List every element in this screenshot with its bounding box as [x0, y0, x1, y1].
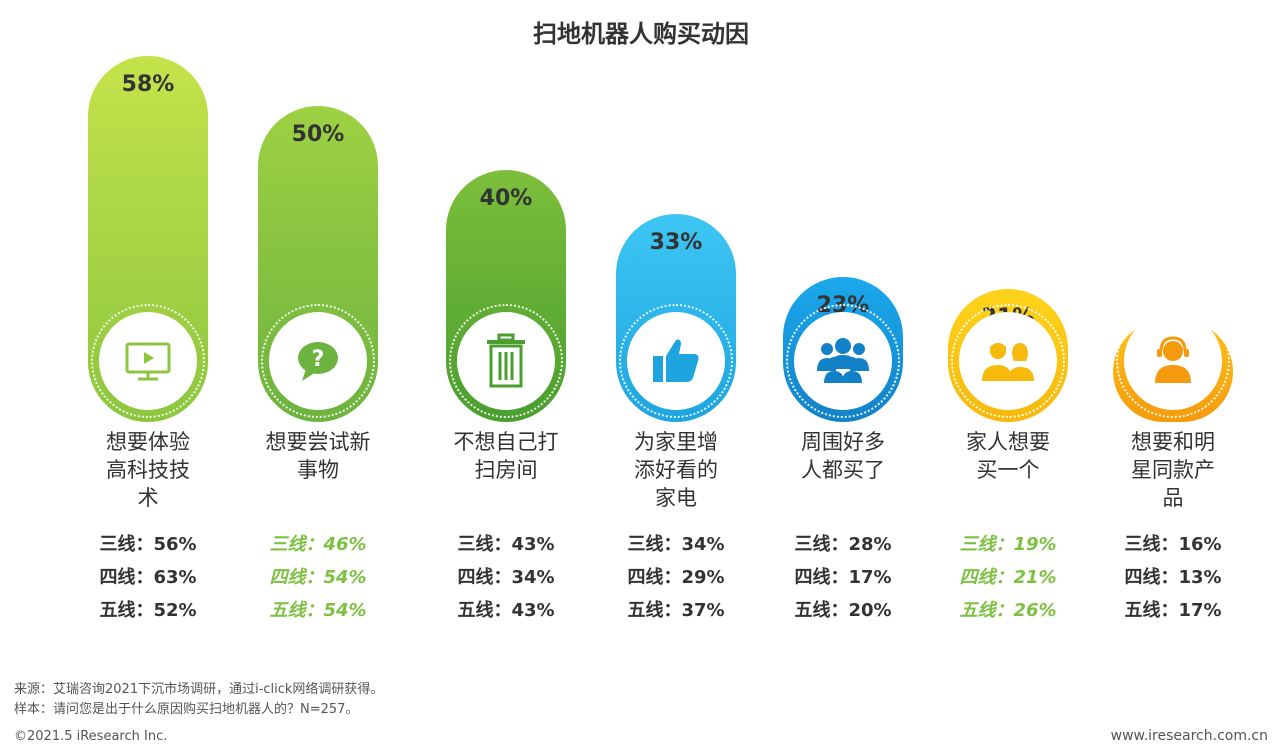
tier-value-1: 三线：56% — [99, 534, 197, 555]
tier-value-2: 四线：29% — [627, 567, 725, 588]
category-label: 不想自己打 扫房间 — [453, 430, 559, 482]
footer-sample: 样本：请问您是出于什么原因购买扫地机器人的？N=257。 — [14, 702, 359, 717]
footer-copyright: ©2021.5 iResearch Inc. — [14, 729, 168, 744]
category-label: 想要和明 星同款产品 — [1131, 430, 1215, 510]
icon-ring — [786, 304, 900, 418]
tier-value-3: 五线：20% — [794, 600, 892, 621]
tier-value-3: 五线：17% — [1124, 600, 1222, 621]
icon-ring — [951, 304, 1065, 418]
tier-value-3: 五线：37% — [627, 600, 725, 621]
bar-value-label: 50% — [291, 122, 345, 148]
tier-value-2: 四线：21% — [959, 567, 1057, 588]
category-label: 周围好多 人都买了 — [801, 430, 885, 482]
category-label: 想要尝试新 事物 — [265, 430, 371, 482]
tier-value-3: 五线：43% — [457, 600, 555, 621]
tier-value-1: 三线：16% — [1124, 534, 1222, 555]
bar-value-label: 33% — [649, 229, 703, 255]
person-headset-icon — [1124, 312, 1222, 410]
icon-ring — [91, 304, 205, 418]
couple-icon — [959, 312, 1057, 410]
tier-value-1: 三线：46% — [269, 534, 367, 555]
bar-value-label: 58% — [121, 72, 175, 97]
category-label: 家人想要 买一个 — [966, 430, 1050, 482]
icon-ring — [619, 304, 733, 418]
tier-value-2: 四线：63% — [99, 567, 197, 588]
question-bubble-icon: ? — [269, 312, 367, 410]
category-label: 想要体验 高科技技术 — [106, 430, 190, 510]
category-label: 为家里增 添好看的 家电 — [634, 430, 718, 510]
chart-title: 扫地机器人购买动因 — [533, 20, 749, 48]
footer-source: 来源：艾瑞咨询2021下沉市场调研，通过i-click网络调研获得。 — [14, 682, 384, 697]
tier-value-1: 三线：34% — [627, 534, 725, 555]
bar-value-label: 40% — [479, 185, 533, 211]
svg-text:?: ? — [312, 347, 325, 372]
tier-value-1: 三线：19% — [959, 534, 1057, 555]
tier-value-2: 四线：13% — [1124, 567, 1222, 588]
thumbs-up-icon — [627, 312, 725, 410]
tier-value-2: 四线：54% — [269, 567, 367, 588]
tier-value-3: 五线：26% — [959, 600, 1057, 621]
tier-value-3: 五线：52% — [99, 600, 197, 621]
icon-ring — [261, 304, 375, 418]
tier-value-3: 五线：54% — [269, 600, 367, 621]
footer-website: www.iresearch.com.cn — [1110, 728, 1268, 744]
trash-can-icon — [457, 312, 555, 410]
tier-value-1: 三线：43% — [457, 534, 555, 555]
icon-ring — [449, 304, 563, 418]
tier-value-2: 四线：34% — [457, 567, 555, 588]
tier-value-1: 三线：28% — [794, 534, 892, 555]
group-people-icon — [794, 312, 892, 410]
tier-value-2: 四线：17% — [794, 567, 892, 588]
monitor-play-icon — [99, 312, 197, 410]
icon-ring — [1116, 304, 1230, 418]
